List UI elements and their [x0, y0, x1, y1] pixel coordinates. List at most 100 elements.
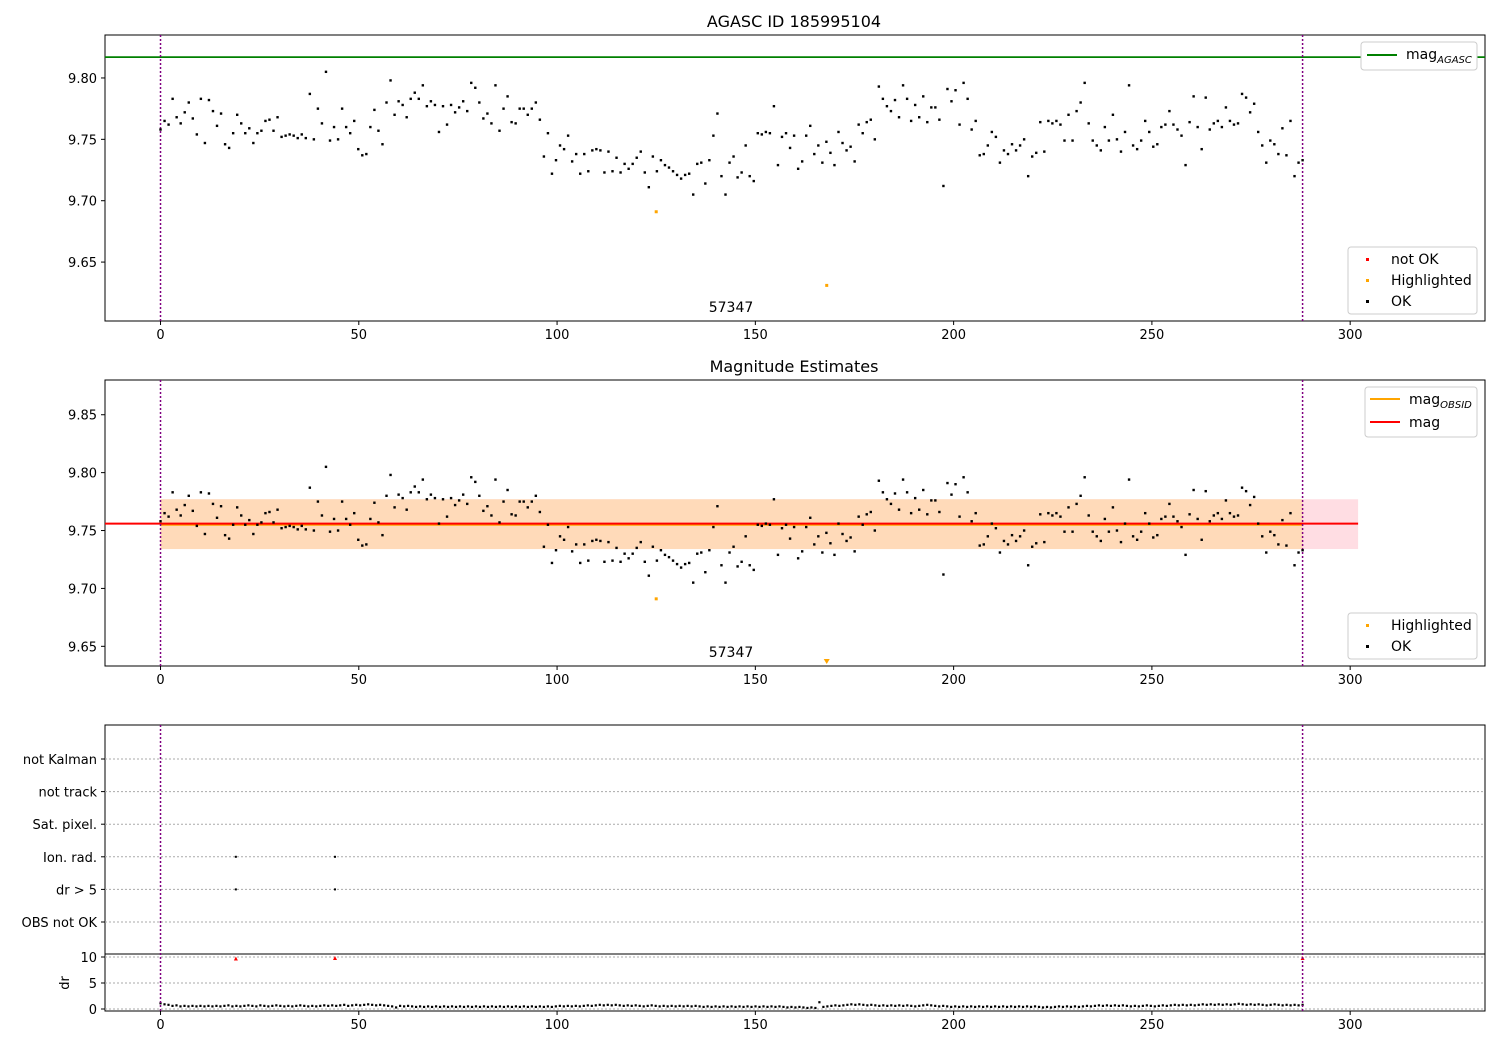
dr-point: [1113, 1004, 1117, 1007]
dr-point: [1193, 1004, 1196, 1007]
ok-point: [449, 103, 453, 107]
ok-point: [1277, 543, 1280, 546]
ok-point: [357, 147, 360, 151]
ok-point: [990, 130, 994, 134]
dr-point: [239, 1005, 242, 1008]
ok-point: [441, 498, 445, 501]
ok-point: [825, 531, 828, 535]
ok-point: [986, 144, 990, 147]
ok-point: [994, 527, 998, 530]
ok-point: [579, 172, 582, 175]
dr-point: [954, 1005, 957, 1008]
ok-point: [393, 113, 396, 116]
ok-point: [203, 532, 207, 536]
ok-point: [853, 160, 856, 163]
ok-point: [639, 540, 642, 544]
x-tick-label: 200: [941, 328, 966, 343]
dr-point: [926, 1003, 929, 1006]
ok-point: [1148, 522, 1151, 525]
ok-point: [687, 561, 691, 565]
ok-point: [1123, 522, 1127, 525]
ok-point: [901, 84, 905, 87]
dr-point: [574, 1004, 577, 1007]
dr-point: [231, 1005, 234, 1008]
ok-point: [1200, 147, 1203, 151]
dr-point: [1101, 1004, 1105, 1007]
ok-point: [966, 97, 969, 101]
panel2-reference-lines: [105, 380, 1359, 666]
ok-point: [1127, 478, 1131, 481]
ok-point: [1232, 515, 1236, 518]
dr-point: [219, 1005, 222, 1008]
dr-point: [678, 1004, 681, 1007]
panel3-frame: [104, 724, 1486, 1012]
ok-point: [752, 568, 755, 572]
x-tick-label: 100: [545, 673, 570, 688]
ok-point: [284, 134, 287, 137]
ok-point: [203, 141, 207, 145]
ok-point: [659, 159, 663, 162]
dr-point: [1125, 1004, 1128, 1007]
ok-point: [425, 498, 429, 501]
ok-point: [1204, 96, 1207, 99]
ok-point: [926, 120, 929, 124]
ok-point: [1123, 130, 1127, 134]
ok-point: [332, 125, 336, 129]
panel2-title: Magnitude Estimates: [710, 357, 879, 376]
ok-point: [558, 144, 562, 147]
ok-point: [1091, 139, 1094, 142]
dr-point: [1213, 1003, 1216, 1006]
ok-point: [1220, 125, 1224, 129]
ok-point: [445, 515, 449, 518]
ok-point: [889, 109, 893, 113]
ok-point: [744, 535, 747, 538]
dr-point: [458, 1005, 462, 1008]
dr-point: [570, 1005, 573, 1008]
ok-point: [1139, 530, 1143, 533]
dr-point: [446, 1005, 450, 1009]
ok-point: [885, 104, 889, 108]
y-tick-label: 9.80: [68, 467, 97, 482]
dr-point: [906, 1004, 909, 1007]
dr-point: [886, 1004, 889, 1007]
ok-point: [324, 465, 328, 469]
ok-point: [175, 508, 178, 511]
dr-point: [738, 1005, 741, 1008]
ok-point: [623, 162, 626, 166]
ok-point: [1236, 514, 1240, 517]
ok-point: [1051, 122, 1054, 125]
ok-point: [401, 103, 404, 107]
ok-point: [655, 559, 659, 562]
ok-point: [772, 104, 776, 108]
dr-point: [1001, 1005, 1005, 1008]
ok-point: [744, 144, 747, 147]
dr-point: [379, 1003, 382, 1006]
ok-point: [558, 535, 562, 538]
ok-point: [962, 81, 965, 85]
ok-point: [950, 493, 953, 496]
panel1-annotation: 57347: [709, 300, 754, 316]
ok-point: [1152, 536, 1155, 539]
dr-point: [291, 1005, 294, 1008]
ok-point: [732, 155, 735, 158]
ok-point: [619, 560, 622, 563]
x-tick-label: 100: [545, 328, 570, 343]
dr-point: [978, 1005, 981, 1008]
x-tick-label: 300: [1338, 328, 1363, 343]
dr-point: [1217, 1003, 1220, 1006]
ok-point: [1240, 486, 1244, 489]
ok-point: [429, 493, 433, 496]
ok-point: [1055, 119, 1058, 123]
ok-point: [542, 545, 546, 548]
ok-point: [1180, 525, 1183, 529]
ok-point: [1115, 529, 1119, 532]
ok-point: [344, 125, 348, 129]
dr-point: [830, 1004, 833, 1007]
ok-point: [631, 552, 634, 555]
dr-point: [211, 1005, 214, 1008]
dr-point: [878, 1004, 881, 1007]
ok-point: [728, 161, 731, 164]
ok-point: [1297, 161, 1300, 164]
ok-point: [498, 521, 501, 524]
dr-point: [490, 1005, 494, 1008]
